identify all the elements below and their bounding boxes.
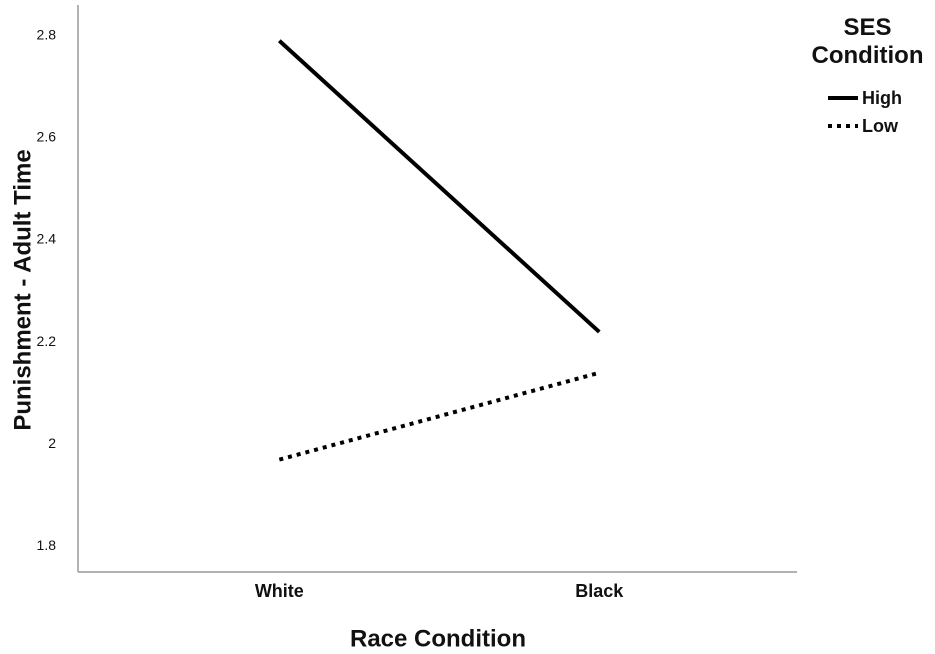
legend-label: High [862, 88, 902, 108]
legend-title: SES Condition [811, 14, 924, 69]
y-tick-label: 2.2 [37, 333, 57, 349]
y-tick-label: 2.4 [37, 231, 57, 247]
x-tick-label: White [255, 581, 304, 601]
y-tick-label: 1.8 [37, 537, 57, 553]
series-line [277, 39, 601, 334]
y-tick-label: 2.8 [37, 26, 57, 42]
y-tick-label: 2.6 [37, 129, 57, 145]
series-line [278, 370, 600, 462]
legend-label: Low [862, 116, 899, 136]
y-tick-label: 2 [48, 435, 56, 451]
x-tick-label: Black [575, 581, 624, 601]
x-axis-title: Race Condition [350, 625, 526, 652]
y-axis-title: Punishment - Adult Time [9, 149, 36, 430]
